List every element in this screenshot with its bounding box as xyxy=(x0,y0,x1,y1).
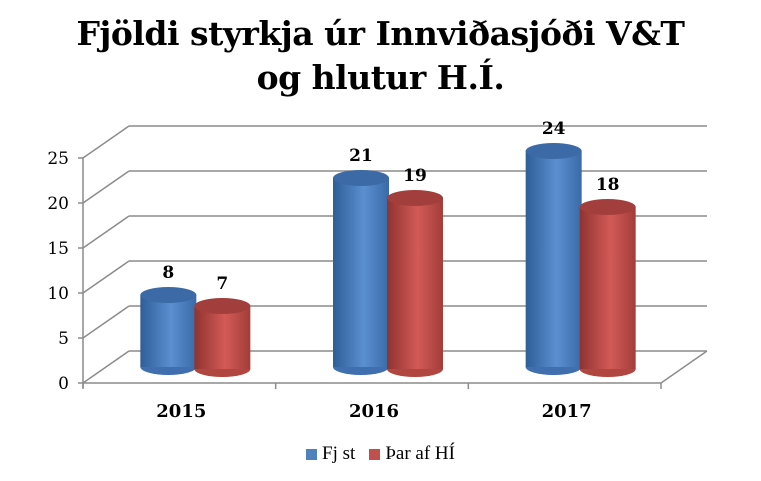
y-tick-label: 10 xyxy=(47,284,69,304)
x-tick-label: 2017 xyxy=(542,401,592,422)
y-tick-label: 0 xyxy=(58,374,69,394)
labels: 2015 2016 2017 8 7 21 19 24 18 xyxy=(156,119,619,422)
y-tick-label: 5 xyxy=(58,329,69,349)
legend-item-fj-st[interactable]: Fj st xyxy=(306,443,355,465)
legend-item-thar-af-hi[interactable]: Þar af HÍ xyxy=(369,443,455,465)
legend-label: Fj st xyxy=(322,443,356,464)
x-tick-label: 2016 xyxy=(349,401,399,422)
data-label: 8 xyxy=(162,263,174,283)
chart-title: Fjöldi styrkja úr Innviðasjóði V&T og hl… xyxy=(0,12,761,100)
legend-swatch-red xyxy=(369,448,381,460)
data-label: 24 xyxy=(542,119,566,139)
chart-title-line-1: Fjöldi styrkja úr Innviðasjóði V&T xyxy=(76,14,686,53)
data-label: 19 xyxy=(403,166,427,186)
y-tick-label: 25 xyxy=(47,149,69,169)
data-label: 21 xyxy=(349,146,373,166)
bar-2017-1 xyxy=(579,199,636,377)
bars xyxy=(140,143,636,377)
bar-2016-0 xyxy=(333,170,389,375)
y-tick-label: 20 xyxy=(47,194,69,214)
axes: 0 5 10 15 20 25 xyxy=(47,149,708,394)
bar-2015-1 xyxy=(194,298,251,377)
x-tick-label: 2015 xyxy=(156,401,206,422)
data-label: 7 xyxy=(216,274,228,294)
bar-2017-0 xyxy=(525,143,582,375)
data-label: 18 xyxy=(596,175,620,195)
legend: Fj st Þar af HÍ xyxy=(0,443,761,465)
chart-title-line-2: og hlutur H.Í. xyxy=(256,58,505,97)
y-tick-label: 15 xyxy=(47,239,69,259)
bar-2016-1 xyxy=(387,190,443,377)
legend-label: Þar af HÍ xyxy=(385,443,455,464)
legend-swatch-blue xyxy=(306,448,318,460)
bar-2015-0 xyxy=(140,287,197,375)
